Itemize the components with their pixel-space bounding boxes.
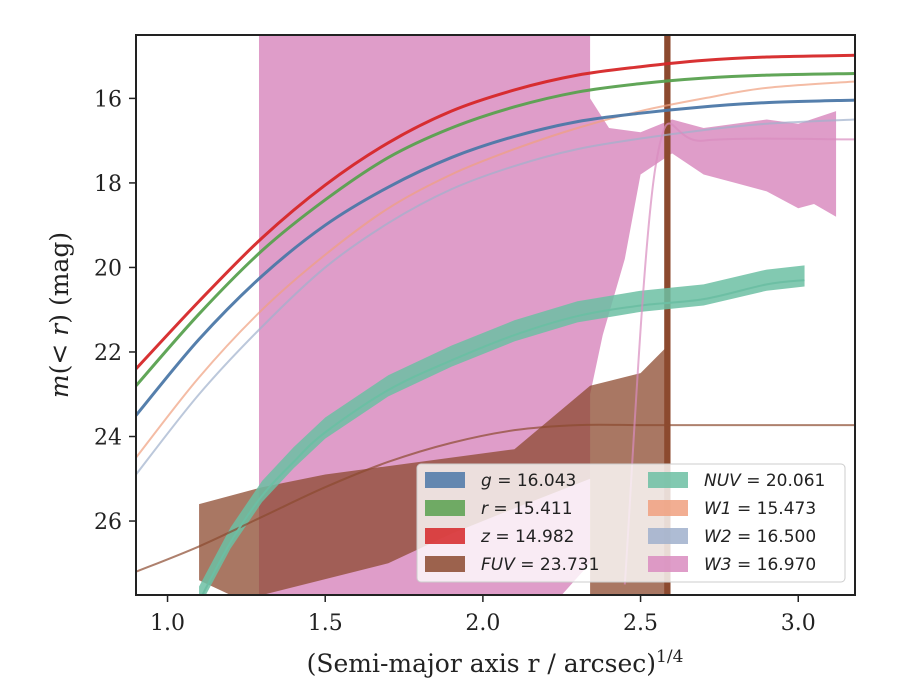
y-tick-label: 18 bbox=[94, 172, 122, 197]
x-tick-label: 2.0 bbox=[465, 611, 500, 636]
legend-swatch bbox=[425, 500, 465, 516]
fuv-spike bbox=[664, 35, 671, 595]
legend-swatch bbox=[648, 556, 688, 572]
legend-label: g = 16.043 bbox=[481, 471, 576, 491]
x-tick-label: 2.5 bbox=[623, 611, 658, 636]
x-tick-label: 1.0 bbox=[150, 611, 185, 636]
legend-swatch bbox=[425, 556, 465, 572]
y-tick-label: 26 bbox=[94, 510, 122, 535]
series-line-w1 bbox=[136, 80, 855, 459]
series-line-nuv bbox=[201, 279, 805, 595]
y-tick-label: 20 bbox=[94, 256, 122, 281]
legend-swatch bbox=[648, 528, 688, 544]
legend-label: W3 = 16.970 bbox=[704, 555, 816, 575]
series-line-z bbox=[136, 53, 855, 370]
series-line-w2 bbox=[136, 118, 855, 476]
x-tick-label: 1.5 bbox=[308, 611, 343, 636]
legend-label: W2 = 16.500 bbox=[704, 527, 816, 547]
legend-label: W1 = 15.473 bbox=[704, 499, 816, 519]
x-tick-label: 3.0 bbox=[781, 611, 816, 636]
legend-box bbox=[416, 463, 846, 583]
legend-label: z = 14.982 bbox=[480, 527, 574, 547]
legend-label: FUV = 23.731 bbox=[481, 555, 599, 575]
series-line-g bbox=[136, 98, 855, 417]
y-axis-label: m(< r) (mag) bbox=[45, 232, 74, 398]
legend-swatch bbox=[425, 472, 465, 488]
axis-ticks: 1.0 1.5 2.0 2.5 3.0 16 18 20 22 24 26 bbox=[94, 87, 816, 636]
series-line-r bbox=[136, 71, 855, 387]
legend-swatch bbox=[648, 472, 688, 488]
nuv-uncertainty-band bbox=[199, 265, 805, 595]
series-line-w3 bbox=[623, 122, 855, 585]
legend-label: NUV = 20.061 bbox=[704, 471, 825, 491]
y-tick-label: 24 bbox=[94, 426, 122, 451]
plot-frame bbox=[135, 34, 856, 596]
legend-label: r = 15.411 bbox=[481, 499, 573, 519]
legend-swatch bbox=[648, 500, 688, 516]
legend: g = 16.043 r = 15.411 z = 14.982 FUV = 23.7… bbox=[416, 463, 846, 583]
y-tick-label: 16 bbox=[94, 87, 122, 112]
x-axis-label: (Semi-major axis r / arcsec)1/4 bbox=[307, 647, 684, 678]
legend-swatch bbox=[425, 528, 465, 544]
series-line-fuv bbox=[136, 423, 855, 573]
y-tick-label: 22 bbox=[94, 341, 122, 366]
